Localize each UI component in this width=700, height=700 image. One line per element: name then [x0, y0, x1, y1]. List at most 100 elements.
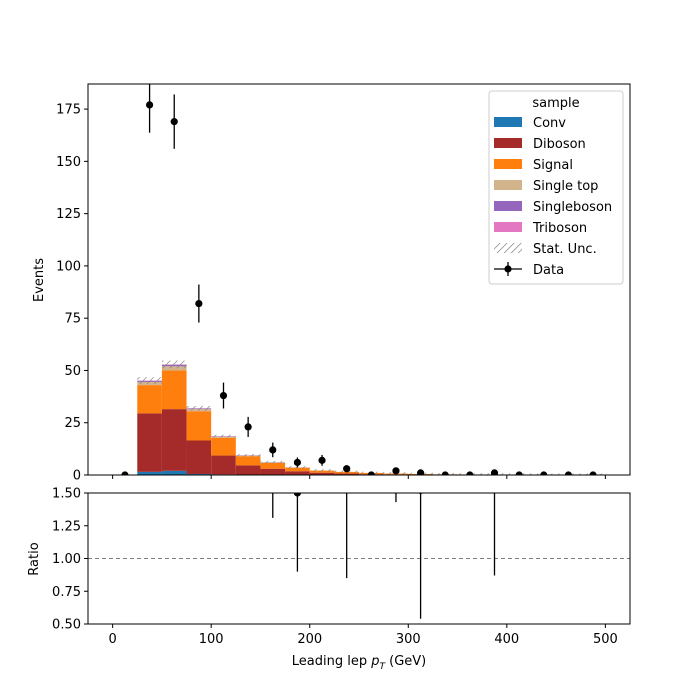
stat-unc-0 — [137, 377, 162, 384]
stacked-histogram — [137, 364, 606, 475]
x-axis-title-unit: (GeV) — [389, 654, 426, 669]
main-y-tick-label-0: 0 — [73, 469, 81, 484]
main-plot-panel: 0 25 50 75 100 125 150 175 Events — [32, 83, 631, 484]
legend-label-diboson: Diboson — [533, 137, 586, 152]
stat-unc-1 — [161, 360, 187, 369]
x-tick-label-5: 500 — [593, 632, 618, 647]
bar-diboson-0 — [137, 413, 162, 472]
data-point-0 — [121, 471, 129, 475]
legend-label-signal: Signal — [533, 158, 573, 173]
legend-swatch-conv — [494, 117, 522, 127]
x-tick-label-2: 200 — [297, 632, 322, 647]
bar-signal-5 — [260, 462, 286, 469]
bar-diboson-1 — [161, 409, 187, 471]
main-y-tick-label-7: 175 — [56, 103, 81, 118]
legend: sample Conv Diboson Signal Single top Single… — [488, 90, 624, 285]
ratio-y-axis-title: Ratio — [27, 542, 42, 575]
main-y-axis-title: Events — [32, 258, 47, 302]
stat-unc-5 — [260, 460, 286, 464]
legend-title: sample — [532, 96, 579, 111]
legend-label-singleboson: Singleboson — [533, 200, 612, 215]
x-tick-label-4: 400 — [494, 632, 519, 647]
data-point-10 — [367, 471, 375, 475]
legend-swatch-diboson — [494, 138, 522, 148]
legend-label-single-top: Single top — [533, 179, 598, 194]
ratio-y-tick-label-2: 1.00 — [52, 552, 81, 567]
legend-label-conv: Conv — [533, 116, 566, 131]
x-axis-title-text: Leading lep — [292, 654, 367, 669]
x-axis-title-subscript: T — [379, 662, 386, 672]
main-y-tick-label-6: 150 — [56, 155, 81, 170]
ratio-point-2 — [343, 457, 350, 464]
main-y-tick-label-2: 50 — [64, 364, 81, 379]
ratio-y-tick-label-1: 0.75 — [52, 585, 81, 600]
x-tick-label-3: 300 — [396, 632, 421, 647]
ratio-panel: 0.50 0.75 1.00 1.25 1.50 0 100 200 300 400 500 Ra… — [27, 424, 631, 672]
ratio-point-1 — [293, 493, 302, 497]
bar-signal-3 — [211, 437, 236, 456]
ratio-y-tick-label-0: 0.50 — [52, 618, 81, 633]
data-point-7 — [293, 458, 302, 467]
data-point-19 — [589, 471, 597, 475]
data-point-6 — [269, 446, 277, 454]
bar-conv-1 — [161, 470, 187, 475]
data-point-15 — [490, 469, 499, 475]
legend-swatch-triboson — [494, 222, 522, 232]
data-point-3 — [195, 299, 203, 308]
data-point-14 — [466, 471, 474, 475]
legend-frame — [488, 90, 624, 285]
x-axis-title-symbol: p — [370, 654, 379, 669]
data-point-13 — [441, 471, 449, 475]
legend-swatch-single-top — [494, 180, 522, 190]
stat-unc-4 — [235, 453, 261, 457]
main-y-tick-label-4: 100 — [56, 259, 81, 274]
bar-conv-0 — [137, 471, 162, 475]
bar-diboson-7 — [309, 472, 335, 475]
bar-diboson-5 — [260, 468, 286, 475]
main-x-ticks — [112, 475, 606, 479]
stat-unc-2 — [186, 405, 212, 411]
bar-conv-2 — [186, 473, 212, 475]
data-point-16 — [515, 471, 523, 475]
ratio-y-ticks: 0.50 0.75 1.00 1.25 1.50 — [52, 487, 88, 633]
data-point-4 — [219, 391, 228, 400]
legend-label-triboson: Triboson — [532, 221, 587, 236]
stat-unc-7 — [309, 469, 335, 472]
legend-label-data: Data — [533, 263, 564, 278]
bar-signal-1 — [161, 370, 187, 410]
bar-diboson-6 — [285, 471, 310, 475]
data-point-18 — [564, 471, 573, 475]
data-point-1 — [145, 101, 154, 109]
bar-diboson-3 — [211, 455, 236, 475]
ratio-plot-frame — [87, 492, 631, 625]
data-point-5 — [244, 423, 252, 431]
data-points — [121, 84, 597, 475]
ratio-points — [272, 424, 496, 619]
bar-diboson-2 — [186, 440, 212, 474]
legend-swatch-stat-unc — [494, 243, 522, 253]
ratio-y-tick-label-3: 1.25 — [52, 519, 81, 534]
data-point-12 — [416, 469, 425, 475]
legend-swatch-signal — [494, 159, 522, 169]
data-point-8 — [318, 456, 326, 464]
bar-diboson-8 — [334, 473, 359, 475]
legend-label-stat-unc: Stat. Unc. — [533, 242, 597, 257]
bar-single-top-1 — [161, 366, 187, 371]
bar-signal-0 — [137, 385, 162, 414]
x-tick-label-0: 0 — [108, 632, 116, 647]
legend-swatch-singleboson — [494, 201, 522, 211]
x-tick-label-1: 100 — [199, 632, 224, 647]
bar-signal-6 — [285, 467, 310, 472]
ratio-y-tick-label-4: 1.50 — [52, 487, 81, 502]
data-point-2 — [170, 118, 178, 126]
main-plot-frame — [87, 83, 631, 476]
data-point-9 — [343, 465, 351, 473]
data-point-17 — [540, 471, 548, 475]
ratio-x-ticks: 0 100 200 300 400 500 — [108, 624, 618, 647]
bar-signal-4 — [235, 456, 261, 466]
data-point-11 — [392, 467, 400, 475]
ratio-point-3 — [392, 424, 399, 431]
main-y-tick-label-1: 25 — [64, 416, 81, 431]
x-axis-title: Leading lep pT (GeV) — [292, 654, 426, 672]
